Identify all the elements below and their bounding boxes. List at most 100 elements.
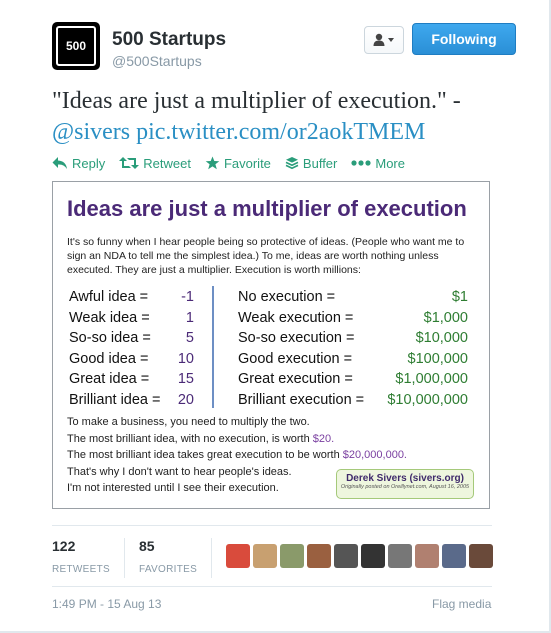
- conclusion-amount: $20,000,000.: [342, 449, 407, 461]
- avatar-logo-text: 500: [56, 26, 96, 66]
- execution-label: Great execution =: [238, 371, 353, 387]
- star-icon: [205, 156, 220, 170]
- idea-value: 15: [177, 371, 194, 387]
- execution-value: $1,000: [423, 309, 468, 326]
- image-title: Ideas are just a multiplier of execution: [67, 196, 467, 221]
- stats-divider-bottom: [52, 586, 492, 587]
- favoriter-avatar[interactable]: [280, 544, 305, 568]
- idea-label: Good idea =: [69, 350, 149, 367]
- execution-row: So-so execution = $10,000: [238, 328, 468, 349]
- conclusion-line: I'm not interested until I see their exe…: [67, 482, 279, 494]
- tweet-text: "Ideas are just a multiplier of executio…: [52, 86, 522, 148]
- conclusion-text: The most brilliant idea, with no executi…: [67, 432, 313, 445]
- favoriter-avatar[interactable]: [307, 544, 332, 568]
- favoriter-avatar[interactable]: [361, 544, 386, 568]
- retweet-action[interactable]: Retweet: [119, 153, 191, 173]
- favoriter-avatar[interactable]: [226, 544, 251, 568]
- execution-row: Great execution = $1,000,000: [238, 369, 468, 390]
- tweet-header: 500 500 Startups @500Startups Following: [52, 20, 551, 72]
- execution-label: Weak execution =: [238, 309, 354, 326]
- idea-value: 20: [177, 391, 194, 408]
- conclusion-line: That's why I don't want to hear people's…: [67, 465, 292, 478]
- idea-row: Weak idea = 1: [69, 308, 194, 329]
- column-divider: [212, 286, 214, 408]
- idea-value: -1: [181, 289, 194, 305]
- favoriters-avatars: [226, 544, 496, 578]
- execution-value: $10,000: [415, 330, 468, 346]
- buffer-icon: [285, 157, 299, 170]
- more-icon: [351, 160, 371, 166]
- mention-link[interactable]: @sivers: [52, 119, 131, 145]
- stat-separator: [211, 538, 213, 578]
- execution-row: Good execution = $100,000: [238, 349, 468, 370]
- favoriter-avatar[interactable]: [334, 544, 359, 568]
- conclusion-amount: $20.: [312, 432, 335, 445]
- frame-edge-bottom: [0, 631, 551, 633]
- retweets-stat[interactable]: 122 RETWEETS: [52, 538, 110, 578]
- reply-action[interactable]: Reply: [52, 153, 105, 173]
- execution-row: Weak execution = $1,000: [238, 308, 468, 329]
- stat-separator: [123, 538, 125, 578]
- buffer-label: Buffer: [302, 155, 338, 171]
- execution-row: Brilliant execution = $10,000,000: [238, 390, 468, 411]
- account-username[interactable]: @500Startups: [112, 53, 202, 69]
- favoriter-avatar[interactable]: [253, 544, 278, 568]
- execution-value: $10,000,000: [387, 391, 468, 408]
- more-action[interactable]: More: [351, 153, 405, 173]
- favoriter-avatar[interactable]: [442, 544, 467, 568]
- buffer-action[interactable]: Buffer: [285, 153, 337, 173]
- credit-name: Derek Sivers (sivers.org): [346, 473, 464, 484]
- tweet-stats: 122 RETWEETS 85 FAVORITES: [52, 538, 496, 578]
- user-actions-dropdown[interactable]: [364, 26, 404, 54]
- execution-label: Brilliant execution =: [238, 391, 365, 408]
- frame-edge-right: [549, 0, 551, 633]
- execution-row: No execution = $1: [238, 287, 468, 308]
- execution-label: No execution =: [238, 289, 336, 305]
- idea-row: So-so idea = 5: [69, 328, 194, 349]
- retweet-label: Retweet: [143, 155, 191, 171]
- execution-value: $100,000: [407, 350, 468, 367]
- reply-label: Reply: [72, 155, 106, 171]
- tweet-quote: "Ideas are just a multiplier of executio…: [52, 88, 461, 114]
- execution-value: $1,000,000: [395, 371, 468, 387]
- favoriter-avatar[interactable]: [388, 544, 413, 568]
- executions-column: No execution = $1 Weak execution = $1,000 …: [238, 287, 468, 410]
- idea-label: Brilliant idea =: [69, 391, 161, 408]
- idea-label: Weak idea =: [69, 309, 150, 326]
- execution-label: So-so execution =: [238, 330, 355, 346]
- retweets-label: RETWEETS: [52, 564, 110, 575]
- favorite-label: Favorite: [223, 155, 271, 171]
- idea-row: Awful idea = -1: [69, 287, 194, 308]
- idea-row: Good idea = 10: [69, 349, 194, 370]
- retweets-count: 122: [52, 538, 76, 554]
- conclusion-text: The most brilliant idea takes great exec…: [67, 449, 343, 461]
- idea-row: Great idea = 15: [69, 369, 194, 390]
- favoriter-avatar[interactable]: [469, 544, 494, 568]
- favorites-count: 85: [138, 538, 155, 554]
- stats-divider-top: [52, 525, 492, 526]
- idea-row: Brilliant idea = 20: [69, 390, 194, 411]
- idea-value: 10: [177, 350, 194, 367]
- conclusion-line: The most brilliant idea, with no executi…: [67, 431, 482, 448]
- tweet-actions: Reply Retweet Favorite Buffer More: [52, 153, 419, 173]
- credit-note: Originally posted on Oreillynet.com, Aug…: [340, 484, 470, 490]
- account-fullname[interactable]: 500 Startups: [112, 29, 227, 50]
- ideas-column: Awful idea = -1 Weak idea = 1 So-so idea =…: [69, 287, 194, 410]
- following-button[interactable]: Following: [412, 23, 516, 55]
- user-dropdown-icon: [373, 33, 394, 46]
- pic-link[interactable]: pic.twitter.com/or2aokTMEM: [136, 119, 426, 145]
- execution-value: $1: [451, 289, 468, 305]
- conclusion-line: The most brilliant idea takes great exec…: [67, 447, 482, 464]
- retweet-icon: [119, 157, 140, 169]
- flag-media-link[interactable]: Flag media: [432, 597, 492, 611]
- favorites-stat[interactable]: 85 FAVORITES: [139, 538, 197, 578]
- avatar[interactable]: 500: [52, 22, 100, 70]
- favorite-action[interactable]: Favorite: [205, 153, 271, 173]
- image-conclusion: To make a business, you need to multiply…: [67, 414, 482, 497]
- tweet-media-image[interactable]: Ideas are just a multiplier of execution…: [52, 181, 490, 509]
- favorites-label: FAVORITES: [138, 564, 198, 575]
- favoriter-avatar[interactable]: [415, 544, 440, 568]
- idea-value: 1: [185, 309, 194, 326]
- tweet-timestamp[interactable]: 1:49 PM - 15 Aug 13: [52, 597, 162, 611]
- conclusion-line: To make a business, you need to multiply…: [67, 416, 310, 428]
